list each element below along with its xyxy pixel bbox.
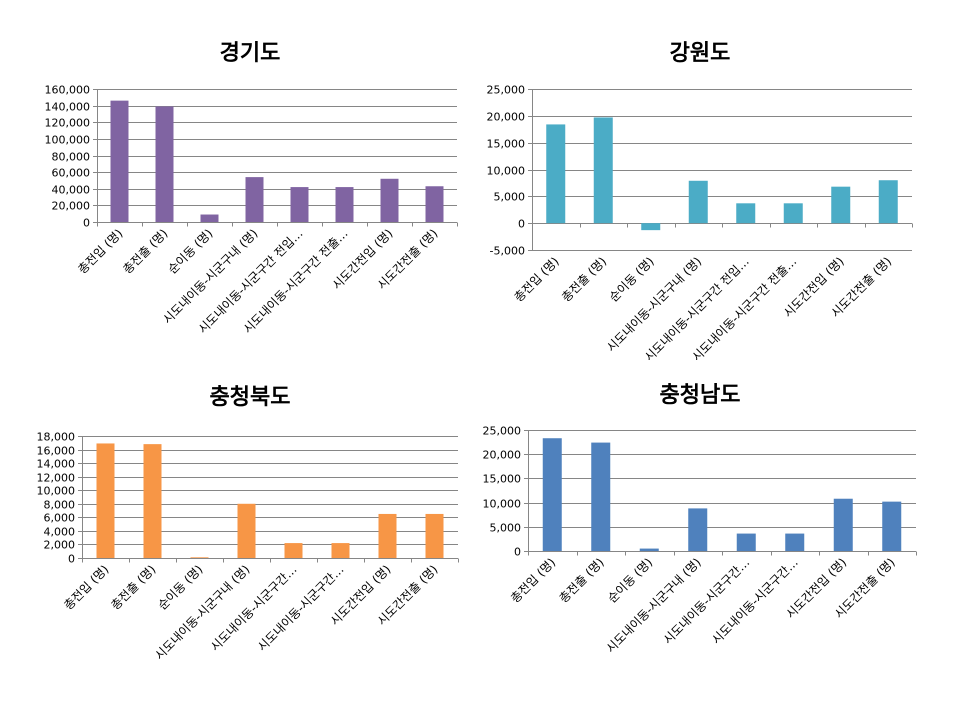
category-label: 시도내이동-시군구내 (명) bbox=[604, 555, 704, 655]
y-tick-label: 0 bbox=[518, 218, 525, 231]
bar bbox=[641, 223, 661, 231]
category-label: 총전출 (명) bbox=[120, 226, 170, 276]
y-tick-label: 100,000 bbox=[45, 134, 91, 147]
bar bbox=[831, 186, 851, 224]
bar bbox=[882, 501, 902, 551]
category-label: 총전출 (명) bbox=[559, 254, 609, 304]
chart-gangwon: 강원도25,00020,00015,00010,0005,0000-5,000총… bbox=[487, 41, 913, 360]
chart-title: 강원도 bbox=[670, 41, 731, 66]
category-label: 시도내이동-시군구내 (명) bbox=[152, 562, 252, 662]
bar bbox=[688, 180, 708, 224]
bar bbox=[542, 438, 562, 551]
y-tick-label: 10,000 bbox=[483, 498, 522, 511]
bar bbox=[237, 503, 256, 558]
bar bbox=[736, 533, 756, 551]
y-tick-label: 5,000 bbox=[490, 522, 522, 535]
bar bbox=[96, 443, 115, 558]
y-tick-label: 0 bbox=[83, 217, 90, 230]
y-tick-label: 10,000 bbox=[37, 485, 76, 498]
y-tick-label: 10,000 bbox=[487, 165, 526, 178]
chart-title: 충청북도 bbox=[210, 385, 291, 410]
y-tick-label: 40,000 bbox=[52, 184, 91, 197]
bar bbox=[425, 186, 444, 222]
y-tick-label: 12,000 bbox=[37, 472, 76, 485]
y-tick-label: 8,000 bbox=[44, 499, 76, 512]
y-tick-label: 15,000 bbox=[487, 138, 526, 151]
bar bbox=[378, 513, 397, 558]
bar bbox=[110, 100, 129, 222]
y-tick-label: 0 bbox=[514, 546, 521, 559]
bar bbox=[245, 177, 264, 222]
bar bbox=[591, 442, 611, 551]
bar bbox=[155, 106, 174, 222]
bar bbox=[200, 214, 219, 222]
category-label: 순이동 (명) bbox=[605, 555, 655, 605]
category-label: 총전입 (명) bbox=[511, 254, 561, 304]
category-label: 총전입 (명) bbox=[508, 555, 558, 605]
bar bbox=[290, 187, 309, 222]
chart-gyeonggi: 경기도 160,000 140,000 120,000 100,000 80,000 60,… bbox=[45, 41, 458, 336]
y-tick-label: 80,000 bbox=[52, 151, 91, 164]
y-tick-label: -5,000 bbox=[490, 245, 525, 258]
bar bbox=[785, 533, 805, 551]
category-label: 순이동 (명) bbox=[155, 562, 205, 612]
bar bbox=[639, 548, 659, 551]
y-tick-label: 18,000 bbox=[37, 431, 76, 444]
y-tick-label: 5,000 bbox=[494, 191, 526, 204]
y-tick-label: 20,000 bbox=[487, 111, 526, 124]
bar bbox=[335, 187, 354, 222]
bar bbox=[190, 557, 209, 558]
category-label: 시도내이동-시군구내 (명) bbox=[604, 254, 704, 354]
y-tick-label: 140,000 bbox=[45, 101, 91, 114]
y-tick-label: 25,000 bbox=[483, 425, 522, 438]
y-tick-label: 25,000 bbox=[487, 84, 526, 97]
y-tick-label: 20,000 bbox=[483, 449, 522, 462]
bar bbox=[783, 203, 803, 224]
bar bbox=[143, 444, 162, 558]
y-tick-label: 2,000 bbox=[44, 539, 76, 552]
category-label: 총전입 (명) bbox=[61, 562, 111, 612]
chart-title: 경기도 bbox=[220, 41, 281, 66]
y-tick-label: 15,000 bbox=[483, 473, 522, 486]
category-label: 순이동 (명) bbox=[606, 254, 656, 304]
bar bbox=[593, 117, 613, 224]
category-label: 총전입 (명) bbox=[75, 226, 125, 276]
y-tick-label: 20,000 bbox=[52, 200, 91, 213]
y-tick-label: 160,000 bbox=[45, 84, 91, 97]
y-tick-label: 60,000 bbox=[52, 167, 91, 180]
bar bbox=[688, 508, 708, 551]
category-label: 총전출 (명) bbox=[108, 562, 158, 612]
bar bbox=[833, 498, 853, 551]
category-label: 시도내이동-시군구간… bbox=[208, 562, 300, 654]
category-label: 시도내이동-시군구간… bbox=[255, 562, 347, 654]
y-tick-label: 16,000 bbox=[37, 445, 76, 458]
y-tick-label: 0 bbox=[68, 553, 75, 566]
bar bbox=[380, 178, 399, 222]
y-tick-label: 6,000 bbox=[44, 512, 76, 525]
bar bbox=[331, 543, 350, 558]
chart-title: 충청남도 bbox=[660, 383, 741, 408]
category-label: 총전출 (명) bbox=[556, 555, 606, 605]
bar bbox=[284, 543, 303, 558]
category-label: 시도내이동-시군구간… bbox=[709, 555, 801, 647]
bar bbox=[425, 513, 444, 558]
bar bbox=[546, 124, 566, 224]
bar bbox=[878, 180, 898, 224]
chart-chungbuk: 충청북도 18,00016,00014,00012,00010,0008,0006… bbox=[37, 385, 459, 663]
y-tick-label: 120,000 bbox=[45, 117, 91, 130]
y-tick-label: 4,000 bbox=[44, 526, 76, 539]
bar bbox=[736, 203, 756, 224]
y-tick-label: 14,000 bbox=[37, 458, 76, 471]
category-label: 시도내이동-시군구간… bbox=[661, 555, 753, 647]
